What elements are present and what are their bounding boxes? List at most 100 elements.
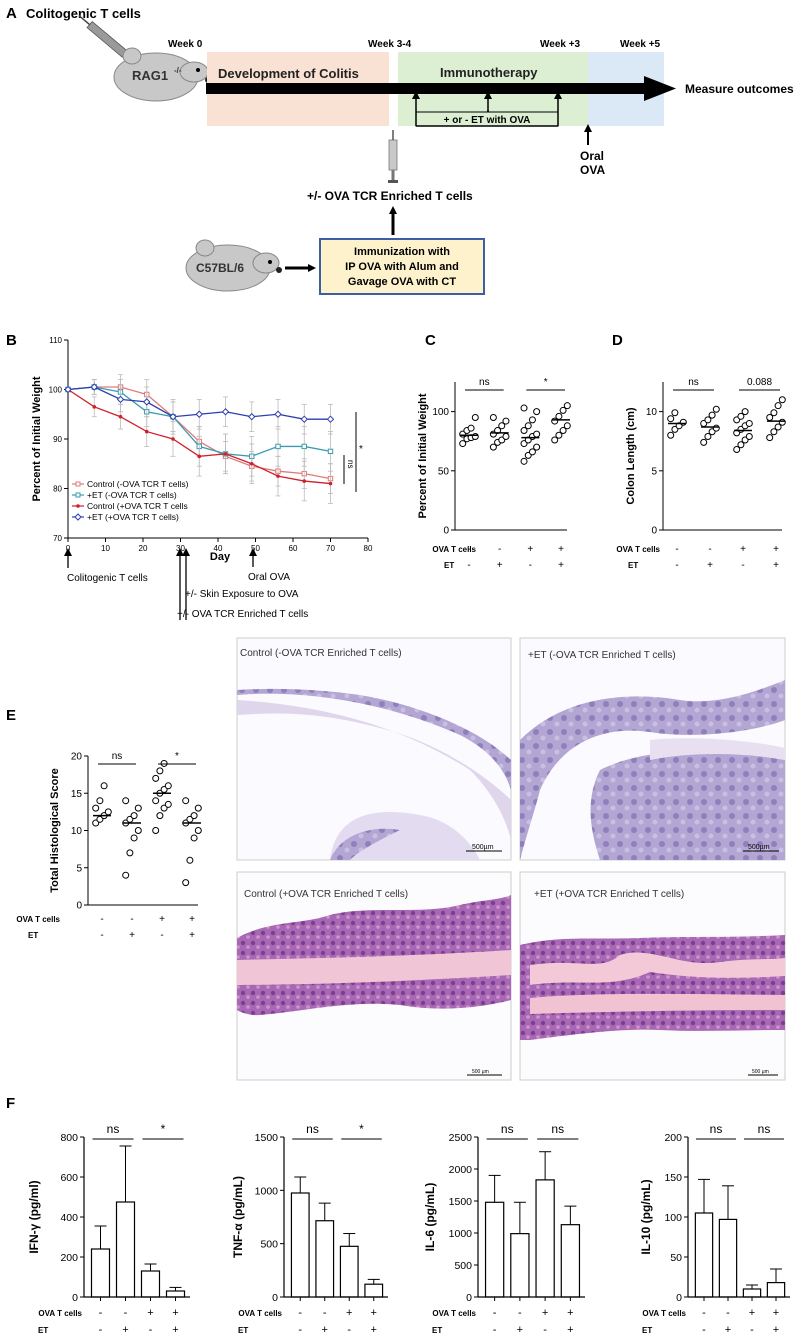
y-tick-label: 10 — [646, 407, 658, 418]
x-tick-label: 10 — [101, 544, 110, 553]
panel-f-letter: F — [6, 1095, 15, 1112]
ova-sign: + — [159, 914, 165, 925]
data-point — [169, 413, 177, 421]
scale-bar-label: 500µm — [748, 844, 770, 851]
ova-sign: + — [527, 544, 533, 555]
bar — [694, 1212, 714, 1298]
y-tick-label: 0 — [72, 1292, 78, 1304]
legend-marker — [75, 481, 81, 487]
et-row-label: ET — [444, 561, 454, 570]
data-point — [171, 437, 175, 441]
mouse-icon — [113, 47, 211, 102]
et-sign: - — [741, 560, 744, 571]
y-tick-label: 800 — [60, 1132, 78, 1144]
data-point — [122, 871, 130, 879]
y-tick-label: 0 — [676, 1292, 682, 1304]
data-point — [778, 396, 786, 404]
data-point — [274, 410, 282, 418]
y-tick-label: 20 — [71, 752, 83, 763]
data-point — [528, 416, 536, 424]
data-point — [156, 812, 164, 820]
et-row-label: ET — [432, 1326, 442, 1335]
panel-b-annotations: Colitogenic T cells Oral OVA +/- Skin Ex… — [64, 548, 308, 620]
sig-label: ns — [710, 1122, 723, 1136]
data-point — [563, 402, 571, 410]
et-sign: + — [707, 560, 713, 571]
bar — [165, 1290, 186, 1298]
data-point — [459, 440, 467, 448]
data-point — [152, 797, 160, 805]
immunization-line: IP OVA with Alum and — [345, 261, 459, 273]
data-point — [471, 414, 479, 422]
x-axis-label: Day — [210, 551, 231, 563]
data-point — [118, 414, 123, 419]
et-sign: - — [99, 1324, 103, 1336]
legend-marker — [76, 504, 80, 508]
image-caption: +ET (-OVA TCR Enriched T cells) — [528, 650, 676, 661]
ova-sign: + — [346, 1307, 352, 1319]
data-point — [130, 812, 138, 820]
il10-chart: 0 50 100 150 200 IL-10 (pg/mL) ns ns OVA T cells… — [639, 1122, 790, 1336]
bar — [484, 1201, 505, 1298]
data-point — [190, 834, 198, 842]
panel-c-letter: C — [425, 332, 436, 349]
data-point — [301, 443, 307, 450]
x-tick-label: 70 — [326, 544, 335, 553]
data-point — [186, 856, 194, 864]
ova-row-label: OVA T cells — [432, 1309, 476, 1318]
legend-label: +ET (+OVA TCR T cells) — [87, 512, 179, 522]
et-row-label: ET — [238, 1326, 248, 1335]
y-axis-label: Colon Length (cm) — [625, 407, 637, 504]
bar — [510, 1233, 530, 1298]
et-sign: - — [493, 1324, 497, 1336]
week-label: Week +3 — [540, 39, 581, 50]
sig-label: 0.088 — [747, 377, 772, 388]
histology-score-chart: 0 5 10 15 20 Total Histological Score ns * OVA T… — [16, 751, 202, 941]
annotation-colitogenic: Colitogenic T cells — [67, 573, 148, 584]
y-tick-label: 500 — [454, 1260, 472, 1272]
ova-sign: + — [558, 544, 564, 555]
x-tick-label: 30 — [176, 544, 185, 553]
ova-sign: - — [130, 914, 133, 925]
ova-sign: - — [298, 1307, 302, 1319]
data-point — [489, 414, 497, 422]
panel-a: A Colitogenic T cells RAG1 -/- Week 0 We… — [6, 5, 794, 295]
ova-sign: - — [708, 544, 711, 555]
data-point — [104, 808, 112, 816]
ova-label: OVA — [580, 163, 605, 177]
et-sign: - — [149, 1324, 153, 1336]
ova-sign: - — [675, 544, 678, 555]
bar — [90, 1248, 111, 1298]
rag-label: RAG1 — [132, 68, 168, 83]
data-point — [520, 404, 528, 412]
week-label: Week 3-4 — [368, 39, 412, 50]
data-point — [671, 409, 679, 417]
ova-row-label: OVA T cells — [642, 1309, 686, 1318]
data-point — [700, 438, 708, 446]
data-point — [276, 474, 280, 478]
immunotherapy-label: Immunotherapy — [440, 65, 538, 80]
ova-sign: + — [773, 544, 779, 555]
sig-label: ns — [551, 1122, 564, 1136]
image-caption: Control (-OVA TCR Enriched T cells) — [240, 648, 402, 659]
data-point — [182, 797, 190, 805]
y-tick-label: 1500 — [255, 1132, 279, 1144]
y-tick-label: 600 — [60, 1172, 78, 1184]
y-axis-label: IL-6 (pg/mL) — [423, 1183, 437, 1252]
et-sign: + — [497, 560, 503, 571]
ova-sign: + — [189, 914, 195, 925]
et-sign: + — [567, 1324, 573, 1336]
legend-marker — [74, 513, 82, 521]
bar — [560, 1224, 581, 1298]
et-sign: + — [371, 1324, 377, 1336]
data-point — [152, 774, 160, 782]
x-tick-label: 50 — [251, 544, 260, 553]
data-point — [774, 423, 782, 431]
development-label: Development of Colitis — [218, 66, 359, 81]
et-sign: + — [773, 560, 779, 571]
y-tick-label: 80 — [53, 485, 62, 494]
legend-label: Control (-OVA TCR T cells) — [87, 479, 189, 489]
bar — [535, 1179, 555, 1298]
et-box — [415, 111, 559, 127]
y-axis-label: IFN-γ (pg/ml) — [27, 1180, 41, 1253]
